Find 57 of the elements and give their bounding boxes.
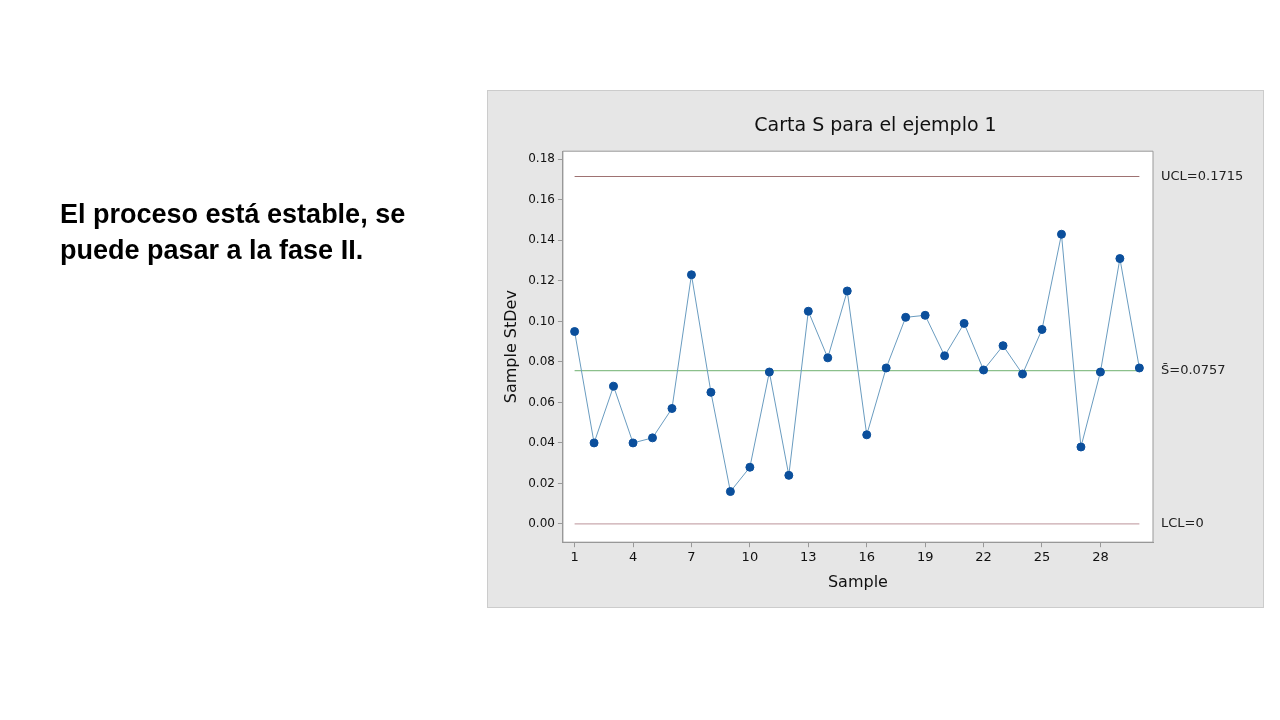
x-tick-label: 28: [1092, 549, 1109, 565]
point: [706, 387, 716, 397]
ref-line-label: LCL=0: [1161, 515, 1204, 531]
y-tick-label: 0.18: [528, 151, 555, 166]
point: [862, 430, 872, 440]
point: [628, 438, 638, 448]
point: [589, 438, 599, 448]
x-tick-label: 10: [741, 549, 759, 565]
point: [570, 327, 580, 337]
y-axis-title: Sample StDev: [500, 290, 520, 404]
point: [1095, 367, 1105, 377]
point: [686, 270, 696, 280]
point: [803, 306, 813, 316]
point: [784, 470, 794, 480]
point: [959, 318, 969, 328]
point: [823, 353, 833, 363]
point: [1056, 229, 1066, 239]
point: [1037, 324, 1047, 334]
x-tick-label: 4: [628, 549, 638, 565]
point: [1134, 363, 1144, 373]
x-tick-label: 16: [858, 549, 875, 565]
y-tick-label: 0.00: [528, 516, 555, 531]
x-tick-label: 7: [687, 549, 696, 565]
x-tick-label: 19: [916, 549, 934, 565]
point: [842, 286, 852, 296]
point: [881, 363, 891, 373]
point: [1018, 369, 1028, 379]
text: El proceso está estable, se puede pasar a la fase II.: [60, 198, 407, 268]
y-tick-label: 0.14: [528, 232, 555, 247]
x-tick-label: 22: [975, 549, 992, 565]
point: [609, 381, 619, 391]
ref-line-label: UCL=0.1715: [1161, 167, 1244, 183]
x-tick-label: 1: [570, 549, 579, 565]
point: [1076, 442, 1086, 452]
point: [979, 365, 989, 375]
ref-line-label: S̄=0.0757: [1161, 361, 1226, 377]
point: [1115, 254, 1125, 264]
point: [725, 487, 735, 497]
point: [667, 403, 677, 413]
point: [998, 341, 1008, 351]
y-tick-label: 0.06: [528, 394, 555, 409]
y-tick-label: 0.08: [528, 354, 555, 369]
point: [764, 367, 774, 377]
point: [745, 462, 755, 472]
point: [648, 433, 657, 443]
y-tick-label: 0.12: [528, 272, 555, 287]
y-tick-label: 0.16: [528, 191, 555, 206]
x-tick-label: 25: [1033, 549, 1051, 565]
point: [940, 351, 950, 361]
chart-title: Carta S para el ejemplo 1: [753, 113, 998, 135]
y-tick-label: 0.04: [528, 435, 555, 450]
y-tick-label: 0.02: [528, 475, 555, 490]
y-tick-label: 0.10: [528, 313, 555, 328]
point: [920, 310, 930, 320]
x-axis-title: Sample: [827, 571, 888, 591]
point: [901, 312, 911, 322]
x-tick-label: 13: [800, 549, 817, 565]
